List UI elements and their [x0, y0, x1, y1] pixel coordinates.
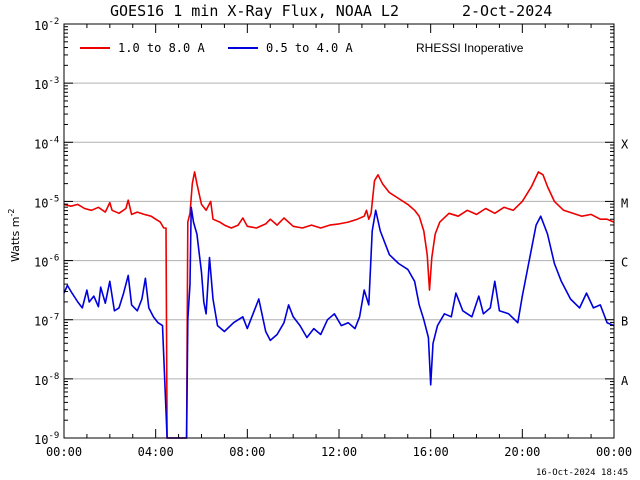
x-tick-labels: 00:00 04:00 08:00 12:00 16:00 20:00 00:00 — [46, 445, 632, 459]
y-tick-label: 10-8 — [34, 372, 59, 388]
series-line-0 — [63, 171, 615, 439]
y-tick-label: 10-3 — [34, 76, 59, 92]
x-tick-label: 08:00 — [229, 445, 265, 459]
x-tick-label: 16:00 — [413, 445, 449, 459]
x-tick-label: 00:00 — [46, 445, 82, 459]
y-tick-label: 10-2 — [34, 17, 59, 33]
x-tick-label: 00:00 — [596, 445, 632, 459]
legend-short: 0.5 to 4.0 A — [266, 41, 353, 55]
flare-class-label-A: A — [621, 374, 629, 388]
y-tick-label: 10-4 — [34, 135, 59, 151]
chart-title: GOES16 1 min X-Ray Flux, NOAA L2 — [110, 2, 399, 20]
flare-class-label-C: C — [621, 256, 628, 270]
chart-date: 2-Oct-2024 — [462, 2, 552, 20]
flare-class-label-M: M — [621, 196, 628, 210]
generation-timestamp: 16-Oct-2024 18:45 — [536, 468, 628, 478]
y-tick-label: 10-7 — [34, 313, 59, 329]
axis-ticks — [63, 24, 615, 439]
series-line-1 — [63, 206, 615, 439]
flare-class-labels: X M C B A — [621, 137, 629, 388]
grid-lines — [64, 82, 614, 380]
y-tick-labels: 10-2 10-3 10-4 10-5 10-6 10-7 10-8 10-9 — [34, 17, 59, 447]
y-axis-label: Watts m-2 — [7, 209, 22, 262]
x-tick-label: 04:00 — [138, 445, 174, 459]
flare-class-label-B: B — [621, 315, 628, 329]
plot-frame — [63, 23, 615, 439]
x-tick-label: 12:00 — [321, 445, 357, 459]
x-tick-label: 20:00 — [504, 445, 540, 459]
legend-long: 1.0 to 8.0 A — [118, 41, 205, 55]
y-tick-label: 10-6 — [34, 254, 59, 270]
y-tick-label: 10-9 — [34, 431, 59, 447]
rhessi-note: RHESSI Inoperative — [416, 41, 524, 55]
y-tick-label: 10-5 — [34, 194, 59, 210]
series-layer — [63, 171, 615, 439]
flare-class-label-X: X — [621, 137, 629, 151]
